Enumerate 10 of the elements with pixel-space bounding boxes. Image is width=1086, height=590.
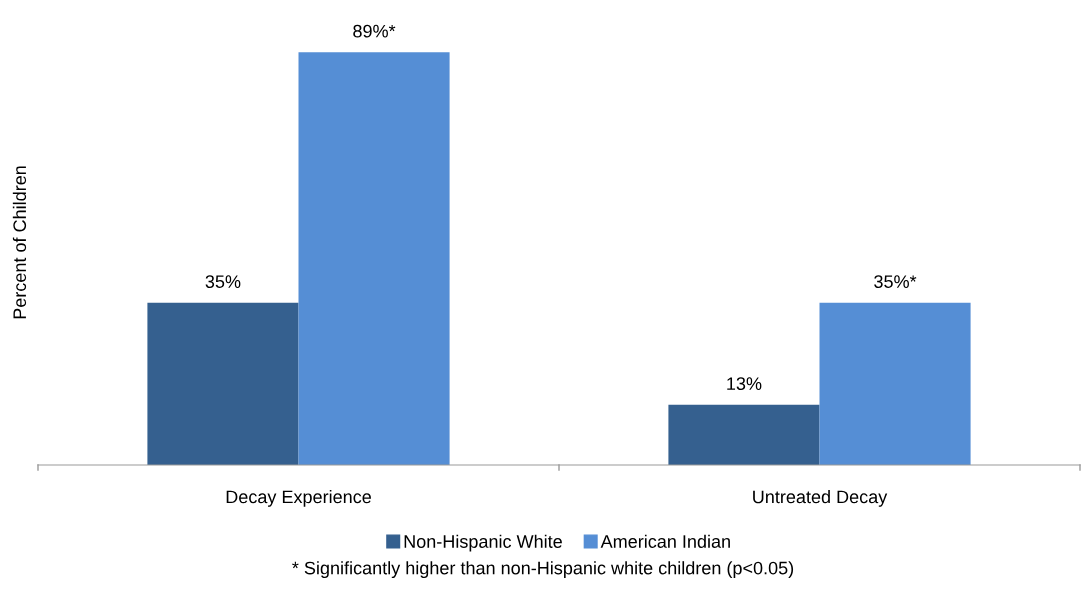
legend-label: Non-Hispanic White xyxy=(404,534,562,552)
legend-label: American Indian xyxy=(600,534,730,548)
data-label: 13% xyxy=(727,377,762,391)
text: * Significantly higher than non-Hispanic white children (p<0.05) xyxy=(292,561,794,578)
x-tick-label: Untreated Decay xyxy=(753,490,888,507)
data-label: 35%* xyxy=(874,275,917,288)
data-label: 35% xyxy=(205,275,241,288)
data-label: 89%* xyxy=(353,24,396,38)
y-axis-title: Percent of Children xyxy=(12,166,27,319)
x-tick-label: Decay Experience xyxy=(226,490,371,507)
